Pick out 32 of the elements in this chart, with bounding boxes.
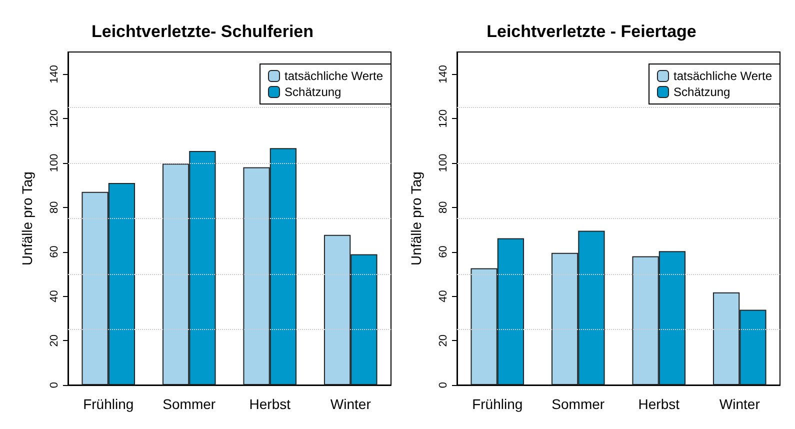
chart-title: Leichtverletzte- Schulferien xyxy=(91,22,314,41)
x-tick-label: Sommer xyxy=(162,396,216,412)
x-tick-label: Herbst xyxy=(249,396,291,412)
legend-label: tatsächliche Werte xyxy=(674,69,772,83)
x-tick-label: Winter xyxy=(330,396,372,412)
y-axis-title: Unfälle pro Tag xyxy=(19,172,35,266)
y-tick-label: 120 xyxy=(438,109,450,128)
y-tick-label: 60 xyxy=(48,246,60,258)
y-tick-label: 140 xyxy=(438,65,450,84)
x-tick-label: Herbst xyxy=(638,396,680,412)
y-tick-label: 60 xyxy=(438,246,450,258)
y-tick-label: 20 xyxy=(438,334,450,347)
y-tick-label: 80 xyxy=(48,201,60,214)
x-tick-label: Frühling xyxy=(83,396,134,412)
legend-label: Schätzung xyxy=(284,85,342,99)
y-tick-label: 0 xyxy=(438,382,450,388)
x-tick-label: Sommer xyxy=(552,396,605,412)
y-tick-label: 0 xyxy=(48,382,60,388)
y-tick-label: 20 xyxy=(48,334,60,347)
y-tick-label: 40 xyxy=(48,290,60,302)
y-tick-label: 140 xyxy=(48,65,60,84)
legend-label: Schätzung xyxy=(674,85,730,99)
y-tick-label: 40 xyxy=(438,290,450,302)
legend-label: tatsächliche Werte xyxy=(284,69,384,83)
y-tick-label: 100 xyxy=(438,154,450,172)
y-tick-label: 80 xyxy=(438,201,450,214)
y-tick-label: 100 xyxy=(48,154,60,172)
chart-title: Leichtverletzte - Feiertage xyxy=(486,22,696,41)
y-tick-label: 120 xyxy=(48,109,60,128)
y-axis-title: Unfälle pro Tag xyxy=(408,172,424,266)
x-tick-label: Winter xyxy=(719,396,760,412)
x-tick-label: Frühling xyxy=(472,396,523,412)
